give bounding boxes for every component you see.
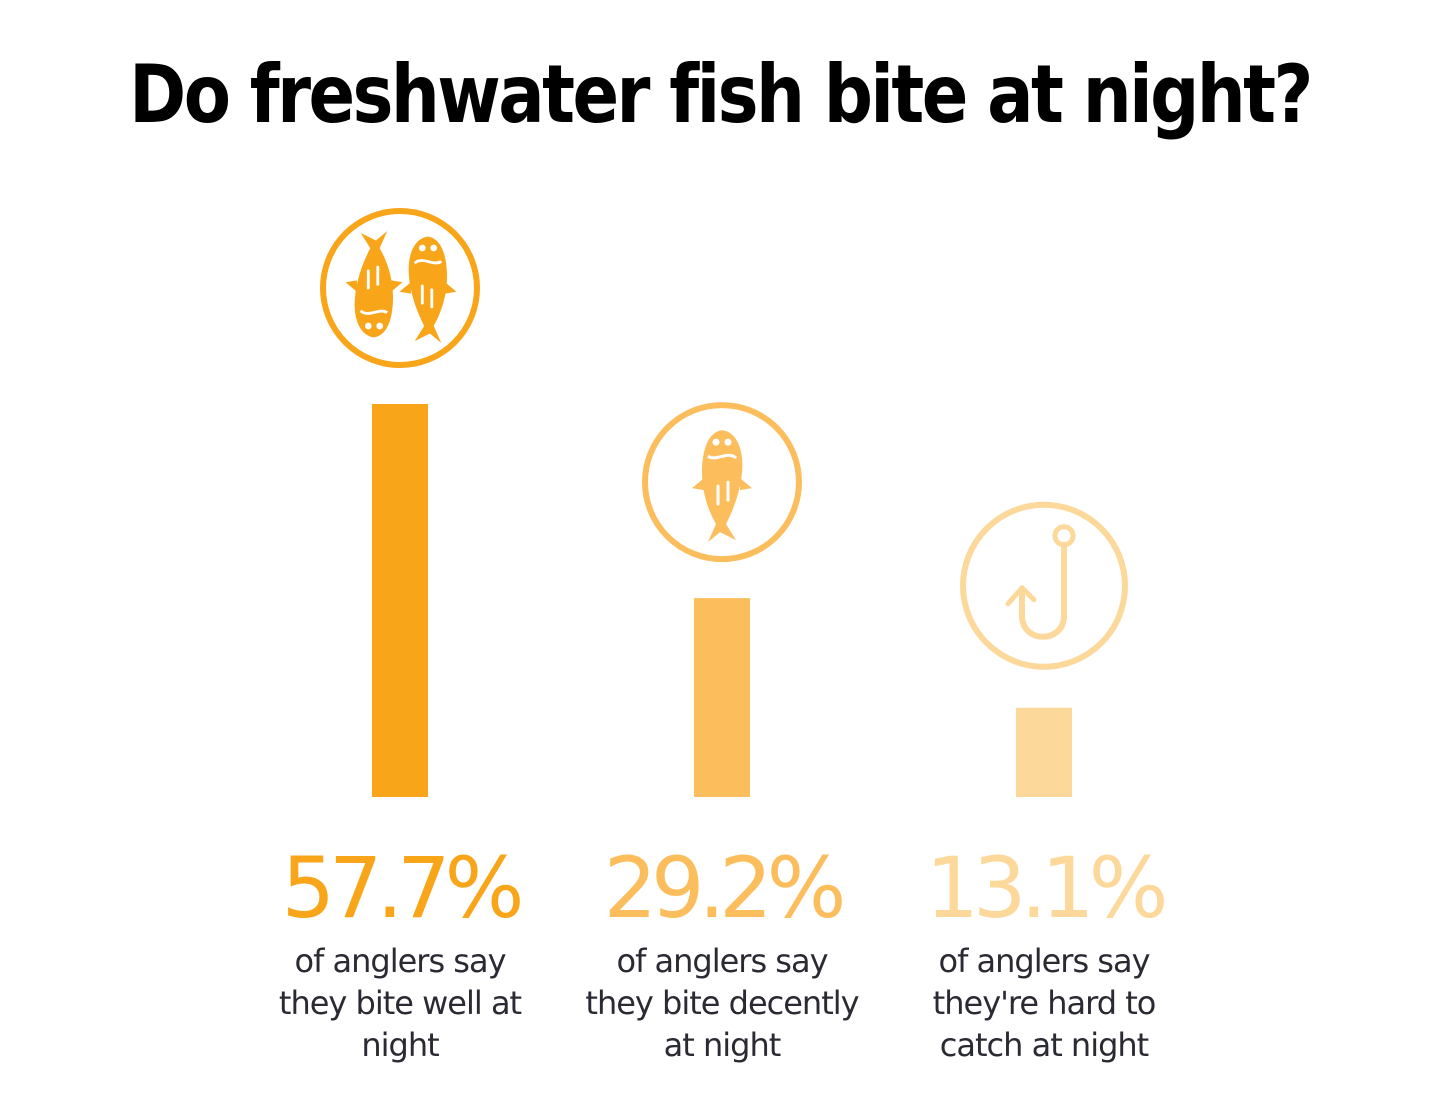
icons-layer — [320, 208, 1128, 670]
fish-shape — [692, 430, 752, 543]
description-line: they're hard to — [933, 984, 1156, 1022]
labels-layer: 57.7% of anglers say they bite well at nigh… — [279, 839, 1171, 1064]
fishing-hook-icon — [960, 501, 1128, 670]
fish-shape — [399, 236, 457, 343]
description-line: of anglers say — [938, 942, 1149, 980]
description-line: night — [361, 1026, 439, 1064]
chart-title: Do freshwater fish bite at night? — [129, 48, 1313, 141]
value-label-3: 13.1% — [926, 839, 1165, 937]
icon-ring — [960, 501, 1128, 670]
two-fish-icon — [320, 208, 480, 368]
description-line: of anglers say — [294, 942, 505, 980]
fish-shape — [345, 231, 403, 338]
bars-layer — [372, 404, 1072, 797]
icon-ring — [320, 208, 480, 368]
description-line: catch at night — [940, 1026, 1149, 1064]
bar-1 — [372, 404, 428, 797]
icon-ring — [642, 402, 802, 563]
value-label-2: 29.2% — [604, 839, 843, 937]
bar-2 — [694, 598, 750, 797]
description-line: of anglers say — [616, 942, 827, 980]
hook-shape — [1005, 524, 1076, 640]
bar-3 — [1016, 707, 1072, 797]
description-line: at night — [664, 1026, 781, 1064]
description-line: they bite well at — [279, 984, 522, 1022]
value-label-1: 57.7% — [282, 839, 521, 937]
description-line: they bite decently — [585, 984, 858, 1022]
fish-icon — [642, 402, 802, 563]
